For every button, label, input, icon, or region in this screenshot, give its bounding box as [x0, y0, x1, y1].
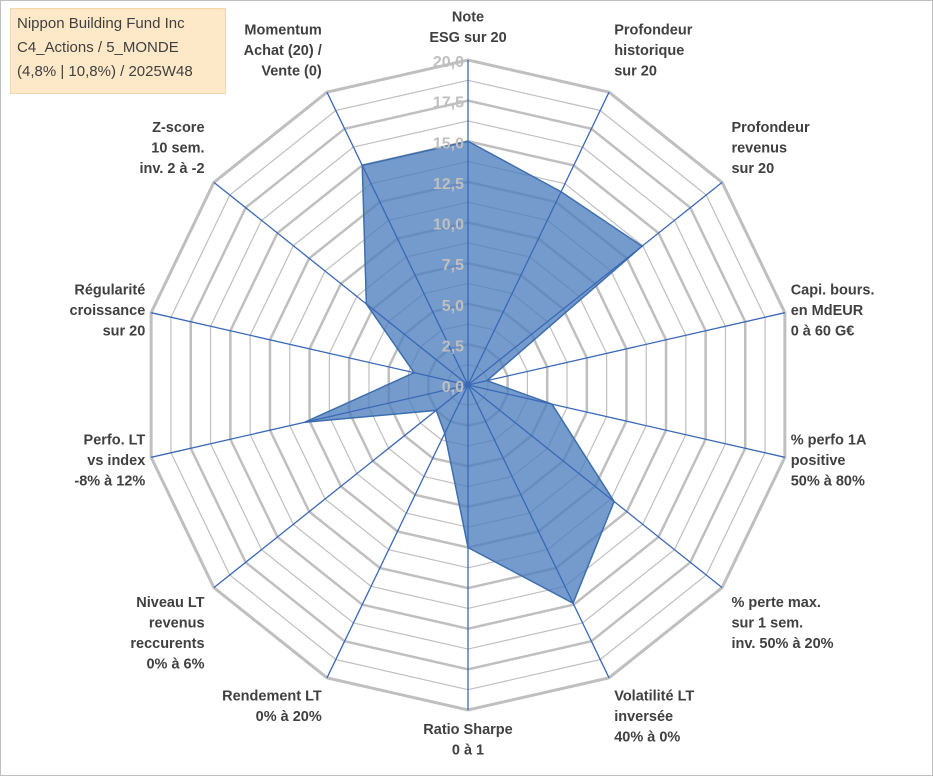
axis-label: 0% à 20% [256, 709, 322, 725]
axis-label: Note [452, 10, 484, 26]
axis-label: Achat (20) / [244, 43, 322, 59]
axis-spoke [467, 384, 723, 589]
axis-spoke [213, 384, 469, 589]
axis-label: Profondeur [731, 120, 809, 136]
title-line-3: (4,8% | 10,8%) / 2025W48 [17, 63, 193, 80]
axis-label: -8% à 12% [74, 473, 145, 489]
axis-label: Z-score [152, 120, 204, 136]
tick-label: 5,0 [442, 298, 464, 315]
axis-label: % perte max. [731, 595, 820, 611]
axis-label: Régularité [74, 283, 145, 299]
tick-label: 15,0 [433, 135, 464, 152]
radar-tick-labels: 0,0 2,5 5,0 7,5 10,0 12,5 15,0 17,5 20,0 [433, 54, 464, 396]
axis-label: inv. 2 à -2 [140, 161, 205, 177]
radar-axis-labels: Note ESG sur 20 Profondeur historique sur 20… [70, 10, 875, 759]
axis-label: croissance [70, 303, 146, 319]
axis-label: Momentum [244, 22, 321, 38]
tick-label: 2,5 [442, 338, 464, 355]
title-line-1: Nippon Building Fund Inc [17, 15, 185, 32]
axis-label: Vente (0) [261, 63, 322, 79]
axis-label: Capi. bours. [791, 283, 875, 299]
axis-spoke [467, 384, 785, 458]
axis-label: ESG sur 20 [429, 30, 506, 46]
axis-label: 0% à 6% [146, 657, 204, 673]
axis-label: 10 sem. [151, 140, 204, 156]
axis-label: 0 à 1 [452, 743, 484, 759]
title-line-2: C4_Actions / 5_MONDE [17, 39, 179, 56]
axis-label: Perfo. LT [84, 432, 146, 448]
axis-label: sur 20 [731, 161, 774, 177]
radar-axes [151, 60, 785, 710]
axis-label: sur 20 [103, 324, 146, 340]
axis-label: inversée [614, 709, 673, 725]
axis-label: revenus [149, 616, 205, 632]
radar-series [304, 140, 644, 605]
axis-label: % perfo 1A [791, 432, 867, 448]
axis-label: revenus [731, 140, 787, 156]
tick-label: 7,5 [442, 257, 464, 274]
tick-label: 20,0 [433, 54, 464, 71]
axis-label: Ratio Sharpe [423, 722, 512, 738]
tick-label: 17,5 [433, 95, 464, 112]
axis-spoke [326, 91, 469, 386]
axis-spoke [151, 312, 469, 386]
tick-label: 10,0 [433, 217, 464, 234]
axis-label: en MdEUR [791, 303, 864, 319]
axis-label: vs index [87, 453, 145, 469]
tick-label: 12,5 [433, 176, 464, 193]
axis-label: sur 1 sem. [731, 616, 803, 632]
series-area [304, 140, 644, 605]
axis-label: inv. 50% à 20% [731, 636, 833, 652]
axis-spoke [326, 384, 469, 679]
axis-spoke [467, 91, 610, 386]
axis-spoke [467, 384, 610, 679]
axis-spoke [151, 384, 469, 458]
axis-spoke [467, 181, 723, 386]
axis-spoke [467, 312, 785, 386]
tick-label: 0,0 [442, 379, 464, 396]
chart-title-box: Nippon Building Fund Inc C4_Actions / 5_… [10, 8, 226, 94]
axis-label: Volatilité LT [614, 689, 694, 705]
axis-label: positive [791, 453, 846, 469]
axis-label: reccurents [130, 636, 204, 652]
axis-label: Niveau LT [136, 595, 204, 611]
axis-label: 0 à 60 G€ [791, 324, 855, 340]
axis-label: 50% à 80% [791, 473, 865, 489]
axis-label: historique [614, 43, 684, 59]
axis-label: Rendement LT [222, 689, 322, 705]
axis-label: 40% à 0% [614, 730, 680, 746]
axis-label: Profondeur [614, 22, 692, 38]
axis-label: sur 20 [614, 63, 657, 79]
axis-spoke [213, 181, 469, 386]
